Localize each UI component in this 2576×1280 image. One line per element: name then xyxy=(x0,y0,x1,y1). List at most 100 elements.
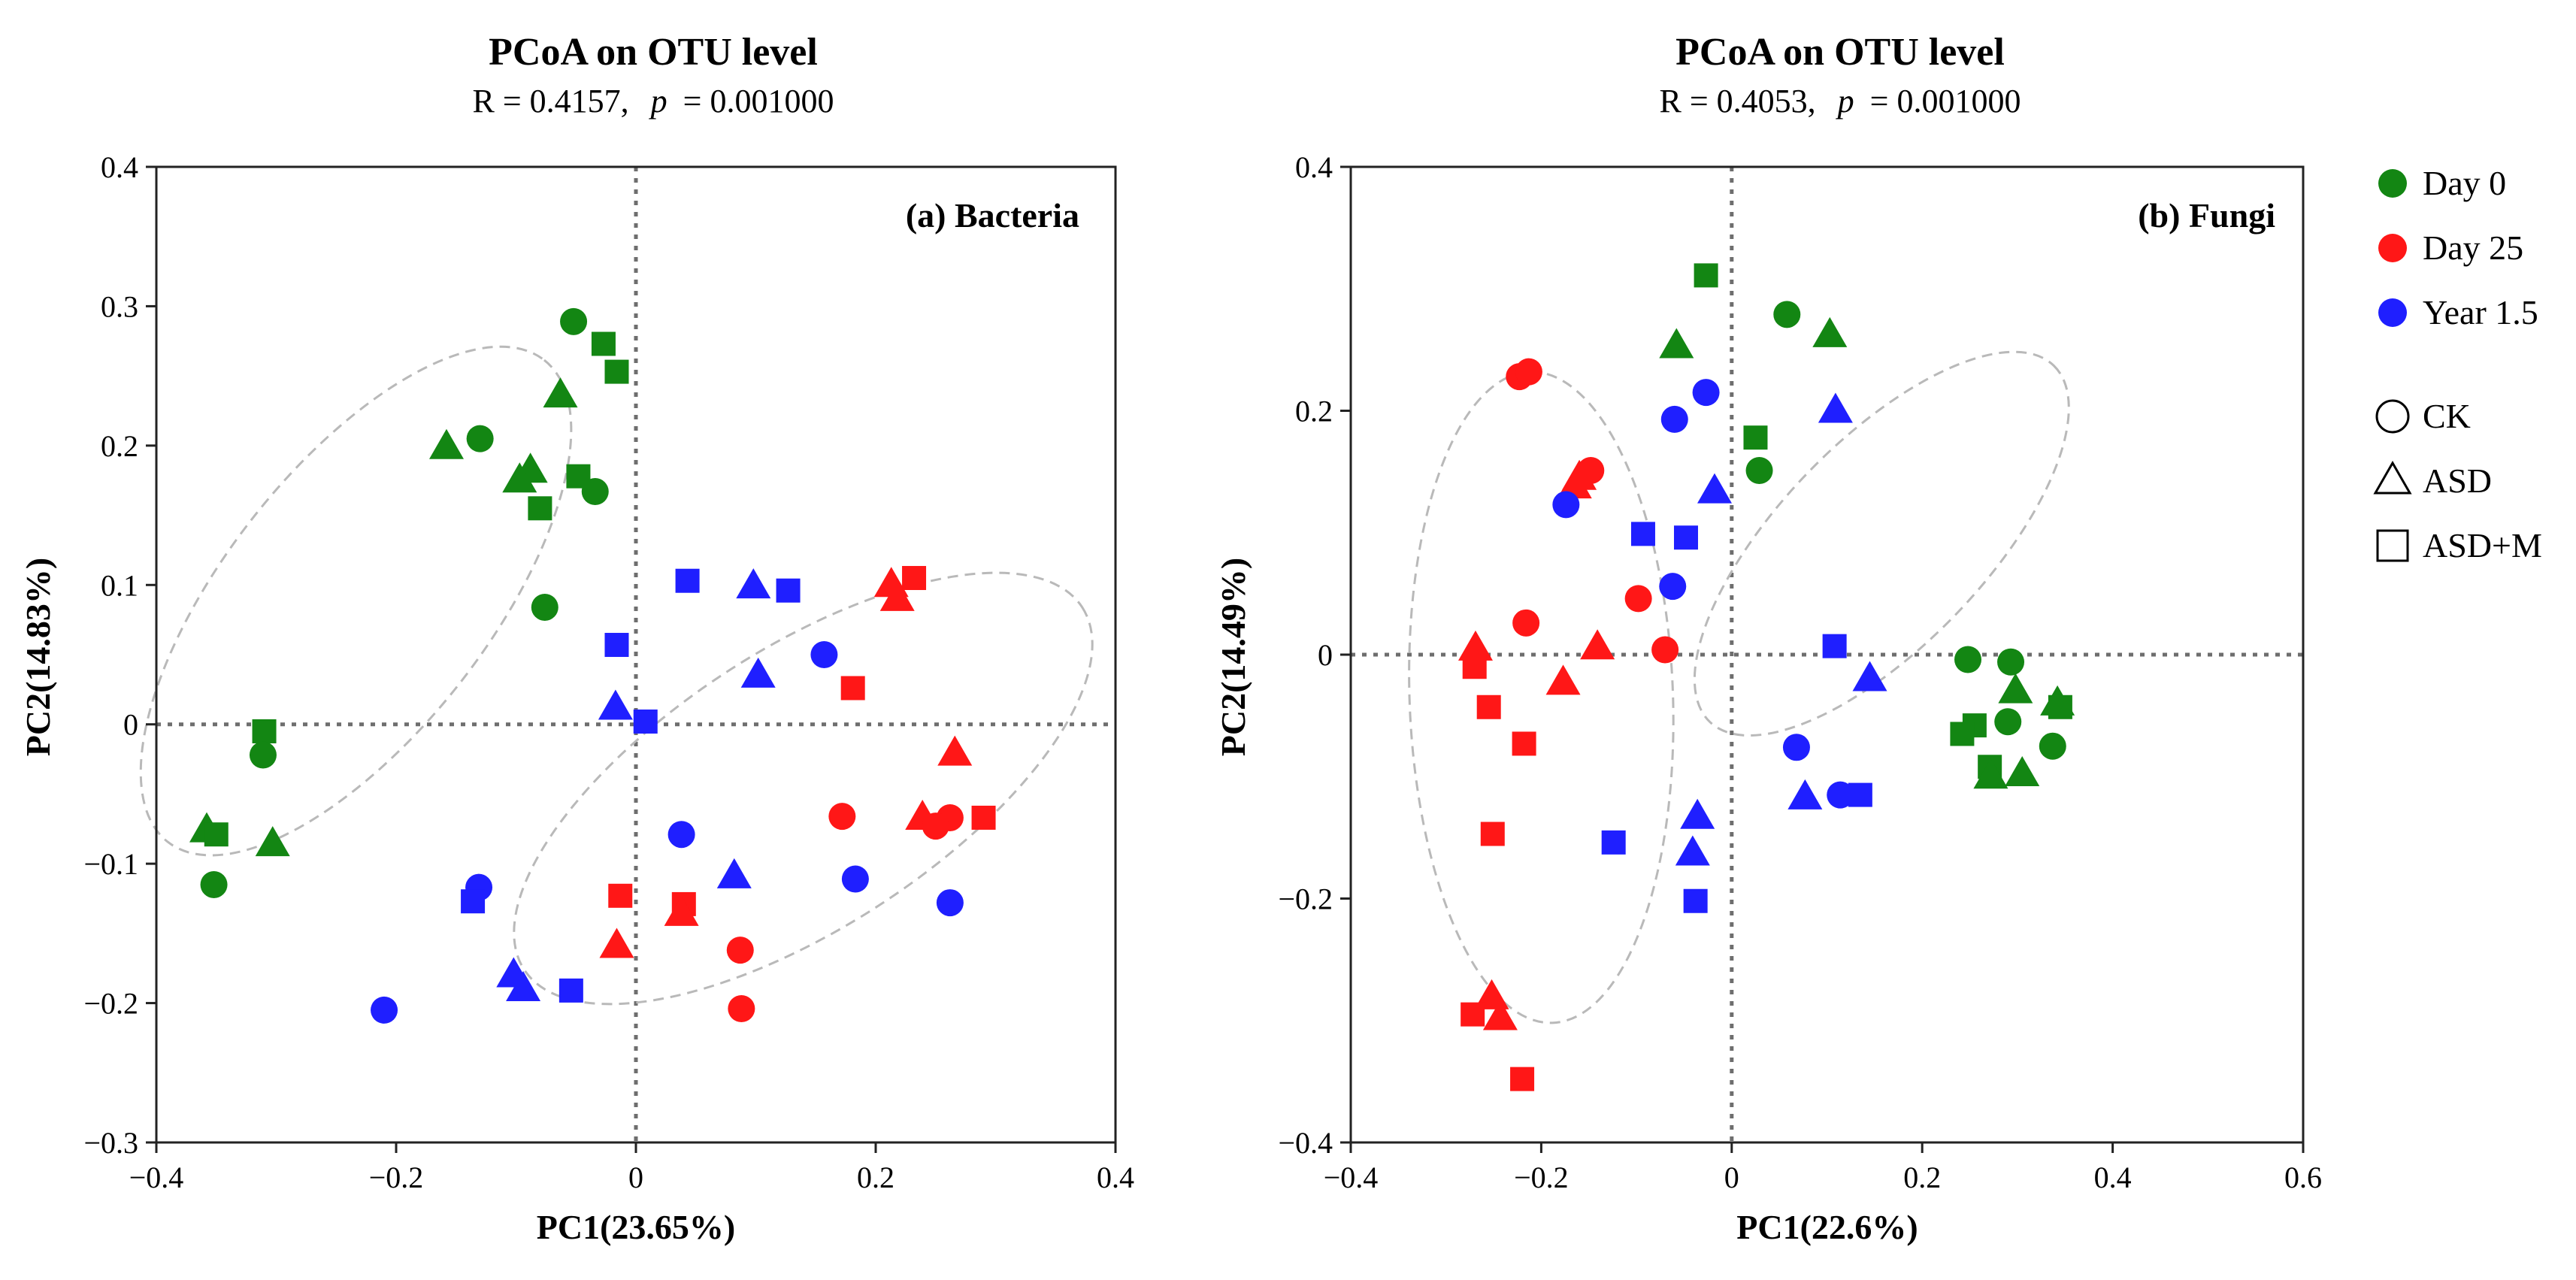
point-year15-square xyxy=(1822,634,1847,658)
point-year15-circle xyxy=(667,821,695,849)
point-day25-square xyxy=(1510,1067,1535,1091)
point-day0-circle xyxy=(581,478,609,506)
point-day0-triangle xyxy=(543,377,578,408)
point-year15-square xyxy=(1630,522,1655,546)
point-day0-square xyxy=(1694,263,1718,288)
point-day25-square xyxy=(1462,655,1487,679)
point-year15-circle xyxy=(1552,491,1580,519)
point-year15-square xyxy=(1683,888,1708,913)
point-day0-triangle xyxy=(255,826,290,857)
point-day25-circle xyxy=(726,937,754,964)
point-day0-triangle xyxy=(1812,316,1848,347)
legend: Day 0 Day 25 Year 1.5 CK ASD ASD+M xyxy=(2373,164,2542,564)
point-day0-circle xyxy=(1997,648,2025,676)
point-day0-circle xyxy=(2039,732,2066,760)
legend-label-asd: ASD xyxy=(2423,461,2492,500)
y-tick-label: 0.4 xyxy=(1295,150,1333,184)
point-day25-triangle xyxy=(599,927,634,958)
stat-r: R = 0.4157, xyxy=(473,83,629,120)
x-tick-label: 0 xyxy=(1724,1160,1739,1194)
y-tick-label: −0.4 xyxy=(1278,1126,1333,1160)
point-day25-square xyxy=(1461,1002,1485,1027)
point-day0-circle xyxy=(560,307,588,335)
legend-marker-day0 xyxy=(2378,169,2407,198)
chart-subtitle: R = 0.4157, p = 0.001000 xyxy=(473,83,834,120)
point-day0-square xyxy=(2048,694,2072,719)
x-tick-label: 0.2 xyxy=(857,1160,894,1194)
point-day0-circle xyxy=(1954,646,1982,673)
point-day0-circle xyxy=(1994,708,2022,736)
point-day25-circle xyxy=(1651,636,1679,664)
y-tick-label: 0.3 xyxy=(101,289,138,323)
bacteria-chart: −0.4 −0.2 0 0.2 0.4 −0.3 −0.2 −0.1 0 0.1 0.2 0.3 0.4… xyxy=(19,31,1134,1246)
x-tick-label: −0.2 xyxy=(369,1160,424,1194)
point-year15-square xyxy=(776,578,801,603)
point-year15-circle xyxy=(1659,573,1687,601)
point-day25-circle xyxy=(1512,609,1540,637)
legend-label-asd-m: ASD+M xyxy=(2423,526,2542,564)
point-day25-circle xyxy=(922,812,949,840)
point-year15-square xyxy=(633,710,658,734)
legend-marker-day25 xyxy=(2378,234,2407,262)
point-day25-triangle xyxy=(1458,630,1493,661)
point-day0-circle xyxy=(200,870,228,898)
stat-p-label: p xyxy=(649,83,667,120)
confidence-ellipse xyxy=(1408,371,1675,1024)
x-tick-label: 0.2 xyxy=(1903,1160,1941,1194)
point-day0-circle xyxy=(1745,457,1773,485)
point-year15-circle xyxy=(936,889,964,917)
point-day0-circle xyxy=(466,425,494,452)
x-tick-label: 0 xyxy=(628,1160,643,1194)
point-day25-circle xyxy=(828,803,856,831)
y-tick-label: 0.4 xyxy=(101,150,138,184)
confidence-ellipse xyxy=(513,571,1094,1006)
y-tick-label: −0.3 xyxy=(83,1126,138,1160)
point-year15-triangle xyxy=(736,568,771,599)
legend-marker-asd xyxy=(2373,460,2412,495)
point-day25-square xyxy=(971,805,996,830)
point-day25-triangle xyxy=(664,895,699,926)
point-year15-square xyxy=(1673,525,1698,550)
x-tick-label: −0.4 xyxy=(1324,1160,1379,1194)
point-day0-square xyxy=(1743,425,1768,450)
stat-p-value: = 0.001000 xyxy=(1870,83,2021,120)
point-year15-triangle xyxy=(716,858,752,888)
point-year15-triangle xyxy=(740,657,776,688)
stat-p-label: p xyxy=(1836,83,1854,120)
legend-label-year15: Year 1.5 xyxy=(2423,293,2538,331)
point-day25-circle xyxy=(1515,358,1542,386)
point-day25-triangle xyxy=(1557,468,1592,499)
point-year15-triangle xyxy=(1787,779,1823,809)
legend-label-day25: Day 25 xyxy=(2423,228,2523,267)
x-tick-label: −0.4 xyxy=(129,1160,184,1194)
point-day25-square xyxy=(1512,731,1536,756)
point-day25-square xyxy=(608,883,633,908)
point-year15-triangle xyxy=(1675,835,1710,866)
point-year15-square xyxy=(558,978,583,1003)
y-tick-label: 0 xyxy=(1318,638,1333,672)
x-tick-label: 0.6 xyxy=(2284,1160,2322,1194)
point-year15-circle xyxy=(841,865,869,893)
point-day0-triangle xyxy=(1659,328,1694,359)
x-tick-label: −0.2 xyxy=(1514,1160,1569,1194)
point-day25-triangle xyxy=(1482,1000,1518,1030)
point-year15-circle xyxy=(1782,734,1810,761)
data-points xyxy=(1458,263,2075,1091)
point-day25-triangle xyxy=(879,580,915,611)
plot-area: −0.4 −0.2 0 0.2 0.4 −0.3 −0.2 −0.1 0 0.1 0.2 0.3 0.4 xyxy=(83,150,1134,1194)
point-day0-triangle xyxy=(502,462,537,493)
point-year15-triangle xyxy=(1697,473,1732,504)
point-year15-square xyxy=(675,568,700,593)
point-day0-triangle xyxy=(1998,673,2033,704)
point-day0-triangle xyxy=(428,428,464,459)
point-day25-circle xyxy=(728,994,755,1022)
confidence-ellipse xyxy=(1693,350,2070,737)
y-tick-label: −0.2 xyxy=(1278,882,1333,916)
point-year15-square xyxy=(604,633,629,658)
fungi-chart: −0.4 −0.2 0 0.2 0.4 0.6 −0.4 −0.2 0 0.2 0.4 PCoA o… xyxy=(1214,31,2322,1246)
y-axis-label: PC2(14.83%) xyxy=(19,558,57,756)
point-day0-triangle xyxy=(2005,756,2040,787)
x-tick-label: 0.4 xyxy=(2094,1160,2132,1194)
x-tick-label: 0.4 xyxy=(1097,1160,1134,1194)
